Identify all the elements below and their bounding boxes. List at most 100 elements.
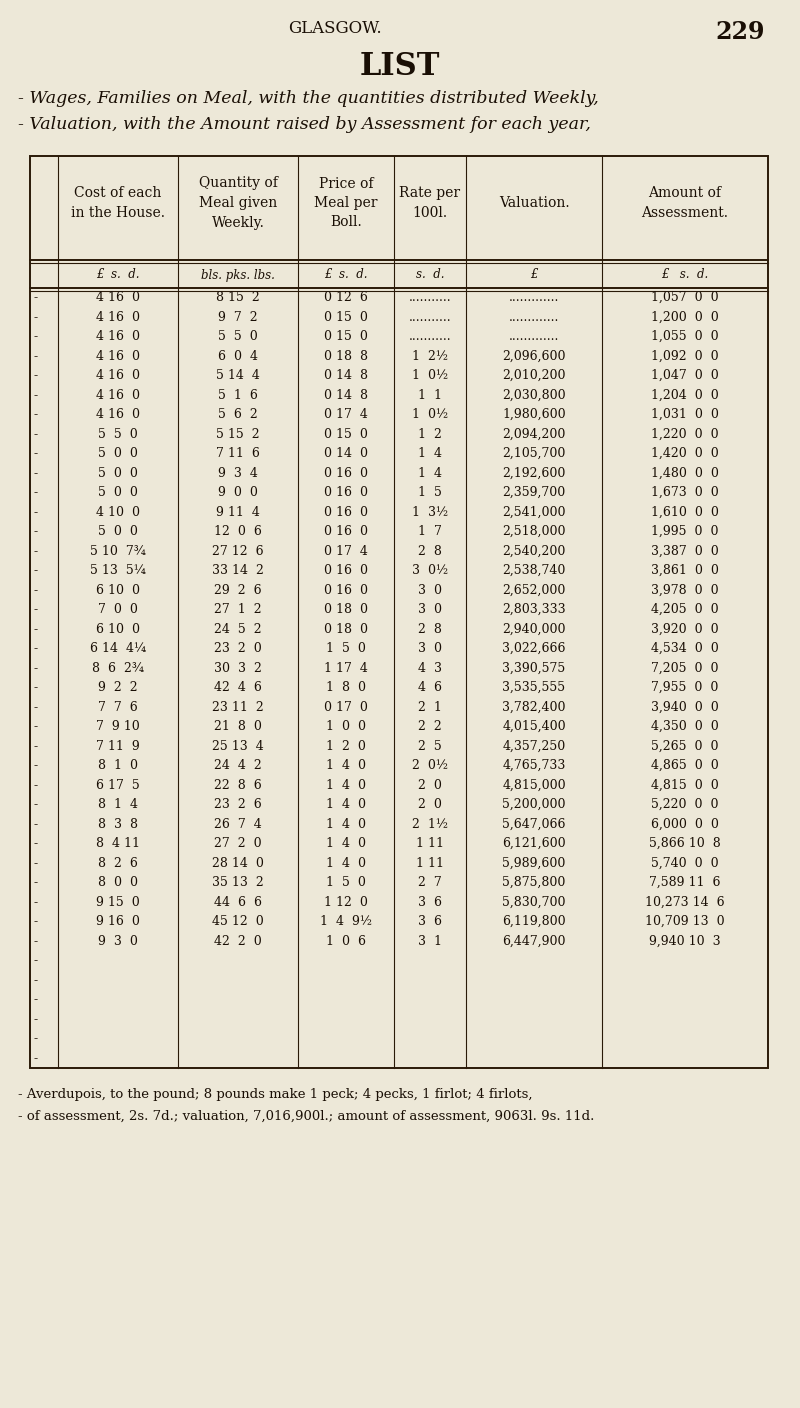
Text: -: -	[33, 993, 37, 1007]
Text: 5,265  0  0: 5,265 0 0	[651, 739, 718, 753]
Text: 23 11  2: 23 11 2	[212, 701, 264, 714]
Text: 3  6: 3 6	[418, 915, 442, 928]
Text: 12  0  6: 12 0 6	[214, 525, 262, 538]
Text: 1,092  0  0: 1,092 0 0	[651, 349, 719, 363]
Text: 1  5: 1 5	[418, 486, 442, 500]
Text: 2,010,200: 2,010,200	[502, 369, 566, 382]
Text: 0 15  0: 0 15 0	[324, 311, 368, 324]
Text: Valuation.: Valuation.	[498, 196, 570, 210]
Text: 4 16  0: 4 16 0	[96, 369, 140, 382]
Text: .............: .............	[509, 311, 559, 324]
Text: 1,055  0  0: 1,055 0 0	[651, 331, 719, 344]
Text: -: -	[33, 349, 37, 363]
Text: -: -	[33, 545, 37, 558]
Text: -: -	[33, 1012, 37, 1026]
Text: 0 17  0: 0 17 0	[324, 701, 368, 714]
Text: 1,995  0  0: 1,995 0 0	[651, 525, 718, 538]
Text: 2  0: 2 0	[418, 798, 442, 811]
Text: 1  4  0: 1 4 0	[326, 759, 366, 772]
Text: 3,978  0  0: 3,978 0 0	[651, 584, 719, 597]
Text: 1,057  0  0: 1,057 0 0	[651, 291, 719, 304]
Text: 7,955  0  0: 7,955 0 0	[651, 681, 718, 694]
Text: 7 11  9: 7 11 9	[96, 739, 140, 753]
Text: 9 11  4: 9 11 4	[216, 505, 260, 518]
Text: 7  7  6: 7 7 6	[98, 701, 138, 714]
Text: £  s.  d.: £ s. d.	[324, 269, 368, 282]
Text: 8  1  0: 8 1 0	[98, 759, 138, 772]
Text: 35 13  2: 35 13 2	[212, 876, 264, 890]
Text: 4,815  0  0: 4,815 0 0	[651, 779, 719, 791]
Text: 5  5  0: 5 5 0	[98, 428, 138, 441]
Text: 24  5  2: 24 5 2	[214, 622, 262, 636]
Text: 6 14  4¼: 6 14 4¼	[90, 642, 146, 655]
Text: 5 14  4: 5 14 4	[216, 369, 260, 382]
Text: 5,647,066: 5,647,066	[502, 818, 566, 831]
Text: 1  0  0: 1 0 0	[326, 721, 366, 734]
Text: -: -	[33, 603, 37, 617]
Text: 6 17  5: 6 17 5	[96, 779, 140, 791]
Text: 6,121,600: 6,121,600	[502, 838, 566, 850]
Text: 1  1: 1 1	[418, 389, 442, 401]
Text: 2  8: 2 8	[418, 545, 442, 558]
Text: 0 16  0: 0 16 0	[324, 505, 368, 518]
Text: 1  0  6: 1 0 6	[326, 935, 366, 948]
Text: 2,030,800: 2,030,800	[502, 389, 566, 401]
Text: 6,119,800: 6,119,800	[502, 915, 566, 928]
Text: -: -	[33, 721, 37, 734]
Text: 3  6: 3 6	[418, 895, 442, 908]
Text: 1 11: 1 11	[416, 838, 444, 850]
Text: -: -	[33, 525, 37, 538]
Text: 33 14  2: 33 14 2	[212, 565, 264, 577]
Text: 9,940 10  3: 9,940 10 3	[649, 935, 721, 948]
Text: 25 13  4: 25 13 4	[212, 739, 264, 753]
Text: 4,815,000: 4,815,000	[502, 779, 566, 791]
Text: 27  1  2: 27 1 2	[214, 603, 262, 617]
Text: 6  0  4: 6 0 4	[218, 349, 258, 363]
Text: 2,359,700: 2,359,700	[502, 486, 566, 500]
Text: 1  4  9½: 1 4 9½	[320, 915, 372, 928]
Text: 42  4  6: 42 4 6	[214, 681, 262, 694]
Text: 6,000  0  0: 6,000 0 0	[651, 818, 719, 831]
Text: 10,273 14  6: 10,273 14 6	[645, 895, 725, 908]
Text: -: -	[33, 369, 37, 382]
Text: 8  2  6: 8 2 6	[98, 856, 138, 870]
Text: 1,047  0  0: 1,047 0 0	[651, 369, 719, 382]
Text: 5 13  5¼: 5 13 5¼	[90, 565, 146, 577]
Text: £: £	[530, 269, 538, 282]
Text: -: -	[33, 935, 37, 948]
Text: 5  5  0: 5 5 0	[218, 331, 258, 344]
Text: 1,220  0  0: 1,220 0 0	[651, 428, 719, 441]
Text: 5  0  0: 5 0 0	[98, 448, 138, 460]
Text: -: -	[33, 448, 37, 460]
Text: 5  6  2: 5 6 2	[218, 408, 258, 421]
Text: 27  2  0: 27 2 0	[214, 838, 262, 850]
Text: -: -	[33, 389, 37, 401]
Text: 1,673  0  0: 1,673 0 0	[651, 486, 719, 500]
Text: -: -	[33, 408, 37, 421]
Text: 3,920  0  0: 3,920 0 0	[651, 622, 719, 636]
Text: -: -	[33, 759, 37, 772]
Text: 9  2  2: 9 2 2	[98, 681, 138, 694]
Text: 7,589 11  6: 7,589 11 6	[650, 876, 721, 890]
Text: 4 16  0: 4 16 0	[96, 349, 140, 363]
Text: 0 12  6: 0 12 6	[324, 291, 368, 304]
Text: -: -	[33, 565, 37, 577]
Text: -: -	[33, 856, 37, 870]
Text: -: -	[33, 428, 37, 441]
Text: 2  0: 2 0	[418, 779, 442, 791]
Text: 21  8  0: 21 8 0	[214, 721, 262, 734]
Text: 7 11  6: 7 11 6	[216, 448, 260, 460]
Text: 3,782,400: 3,782,400	[502, 701, 566, 714]
Text: 1  4  0: 1 4 0	[326, 838, 366, 850]
Text: Quantity of
Meal given
Weekly.: Quantity of Meal given Weekly.	[198, 176, 278, 230]
Text: -: -	[33, 486, 37, 500]
Text: 3,387  0  0: 3,387 0 0	[651, 545, 719, 558]
Text: 2,803,333: 2,803,333	[502, 603, 566, 617]
Text: 4  6: 4 6	[418, 681, 442, 694]
Text: 1  4: 1 4	[418, 448, 442, 460]
Text: ...........: ...........	[409, 331, 451, 344]
Text: 1  2½: 1 2½	[412, 349, 448, 363]
Text: £   s.  d.: £ s. d.	[662, 269, 709, 282]
Text: 0 16  0: 0 16 0	[324, 486, 368, 500]
Text: 2,652,000: 2,652,000	[502, 584, 566, 597]
